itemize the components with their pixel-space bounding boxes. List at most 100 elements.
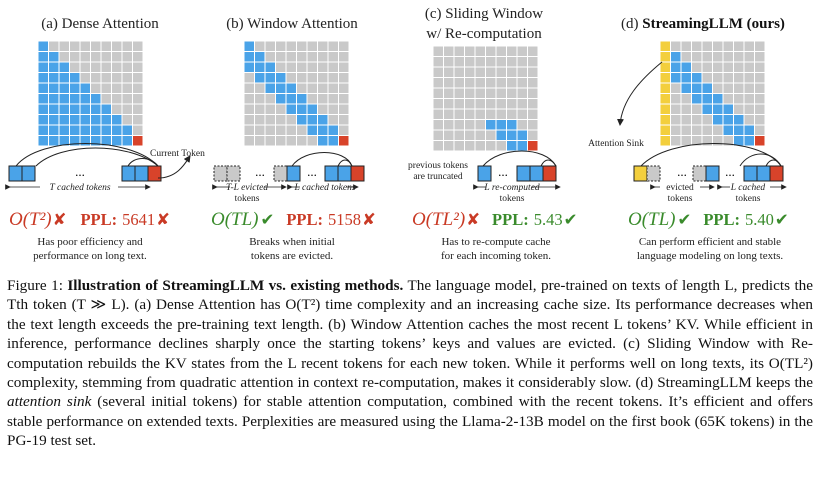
token-ellipsis: ... [75, 164, 85, 179]
attention-cell [443, 140, 455, 152]
token-cell [756, 165, 771, 182]
attention-cell [111, 40, 123, 52]
attention-cell [48, 40, 60, 52]
attention-cell [132, 40, 144, 52]
attention-cell [79, 61, 91, 73]
token-ellipsis: ... [725, 164, 735, 179]
attention-cell [495, 87, 507, 99]
attention-cell [296, 40, 308, 52]
attention-cell [474, 119, 486, 131]
attention-cell [464, 77, 476, 89]
attention-cell [132, 124, 144, 136]
attention-cell [670, 72, 682, 84]
attention-cell [443, 98, 455, 110]
evicted-tokens-label: tokens [668, 194, 693, 204]
panel-a-desc-1: Has poor efficiency and [37, 236, 143, 248]
panel-a-arcs [15, 143, 191, 179]
attention-cell [37, 82, 49, 94]
attention-cell [79, 72, 91, 84]
attention-cell [264, 40, 276, 52]
attention-grid-streaming [659, 40, 766, 147]
attention-cell [121, 51, 133, 63]
attention-cell [691, 72, 703, 84]
attention-cell [527, 87, 539, 99]
attention-cell [485, 98, 497, 110]
attention-cell [754, 135, 766, 147]
attention-cell [338, 72, 350, 84]
attention-cell [69, 51, 81, 63]
attention-cell [285, 82, 297, 94]
attention-cell [495, 45, 507, 57]
caption-text-2: (several initial tokens) for stable atte… [7, 393, 813, 450]
attention-cell [453, 87, 465, 99]
token-cell [147, 165, 162, 182]
attention-cell [691, 124, 703, 136]
attention-cell [306, 114, 318, 126]
attention-cell [48, 103, 60, 115]
attention-cell [506, 87, 518, 99]
attention-cell [100, 124, 112, 136]
attention-cell [701, 93, 713, 105]
attention-cell [464, 87, 476, 99]
attention-cell [680, 124, 692, 136]
attention-cell [691, 103, 703, 115]
attention-cell [132, 82, 144, 94]
attention-cell [275, 124, 287, 136]
attention-cell [659, 135, 671, 147]
attention-cell [516, 129, 528, 141]
attention-cell [474, 140, 486, 152]
attention-cell [754, 51, 766, 63]
panel-b-desc-1: Breaks when initial [249, 236, 335, 248]
attention-cell [506, 129, 518, 141]
attention-cell [338, 93, 350, 105]
attention-cell [474, 66, 486, 78]
attention-cell [659, 61, 671, 73]
attention-cell [432, 98, 444, 110]
attention-cell [516, 77, 528, 89]
attention-cell [680, 51, 692, 63]
attention-cell [733, 40, 745, 52]
attention-cell [37, 61, 49, 73]
attention-cell [254, 124, 266, 136]
attention-cell [132, 114, 144, 126]
panel-d-ppl-label: PPL: [703, 210, 740, 229]
attention-cell [754, 61, 766, 73]
attention-cell [58, 93, 70, 105]
attention-cell [754, 103, 766, 115]
attention-cell [743, 61, 755, 73]
attention-cell [243, 103, 255, 115]
attention-cell [111, 61, 123, 73]
attention-cell [453, 77, 465, 89]
panel-c-metrics: O(TL²)✘ PPL: 5.43✔ [412, 209, 577, 230]
attention-cell [659, 51, 671, 63]
attention-cell [754, 124, 766, 136]
attention-cell [754, 114, 766, 126]
attention-cell [701, 103, 713, 115]
attention-cell [48, 72, 60, 84]
attention-cell [474, 129, 486, 141]
attention-cell [254, 61, 266, 73]
attention-cell [743, 72, 755, 84]
attention-cell [712, 61, 724, 73]
attention-cell [58, 82, 70, 94]
attention-cell [670, 93, 682, 105]
attention-cell [275, 61, 287, 73]
attention-cell [327, 135, 339, 147]
attention-cell [743, 135, 755, 147]
attention-cell [474, 87, 486, 99]
attention-cell [100, 103, 112, 115]
attention-cell [90, 93, 102, 105]
attention-cell [464, 98, 476, 110]
panel-d-desc-2: language modeling on long texts. [637, 250, 784, 262]
attention-cell [317, 61, 329, 73]
attention-cell [264, 93, 276, 105]
attention-cell [743, 103, 755, 115]
panel-a-ppl-value: 5641 [122, 210, 155, 229]
attention-cell [243, 93, 255, 105]
attention-cell [243, 124, 255, 136]
attention-cell [275, 72, 287, 84]
attention-cell [516, 87, 528, 99]
attention-cell [432, 77, 444, 89]
attention-cell [464, 108, 476, 120]
attention-cell [733, 93, 745, 105]
